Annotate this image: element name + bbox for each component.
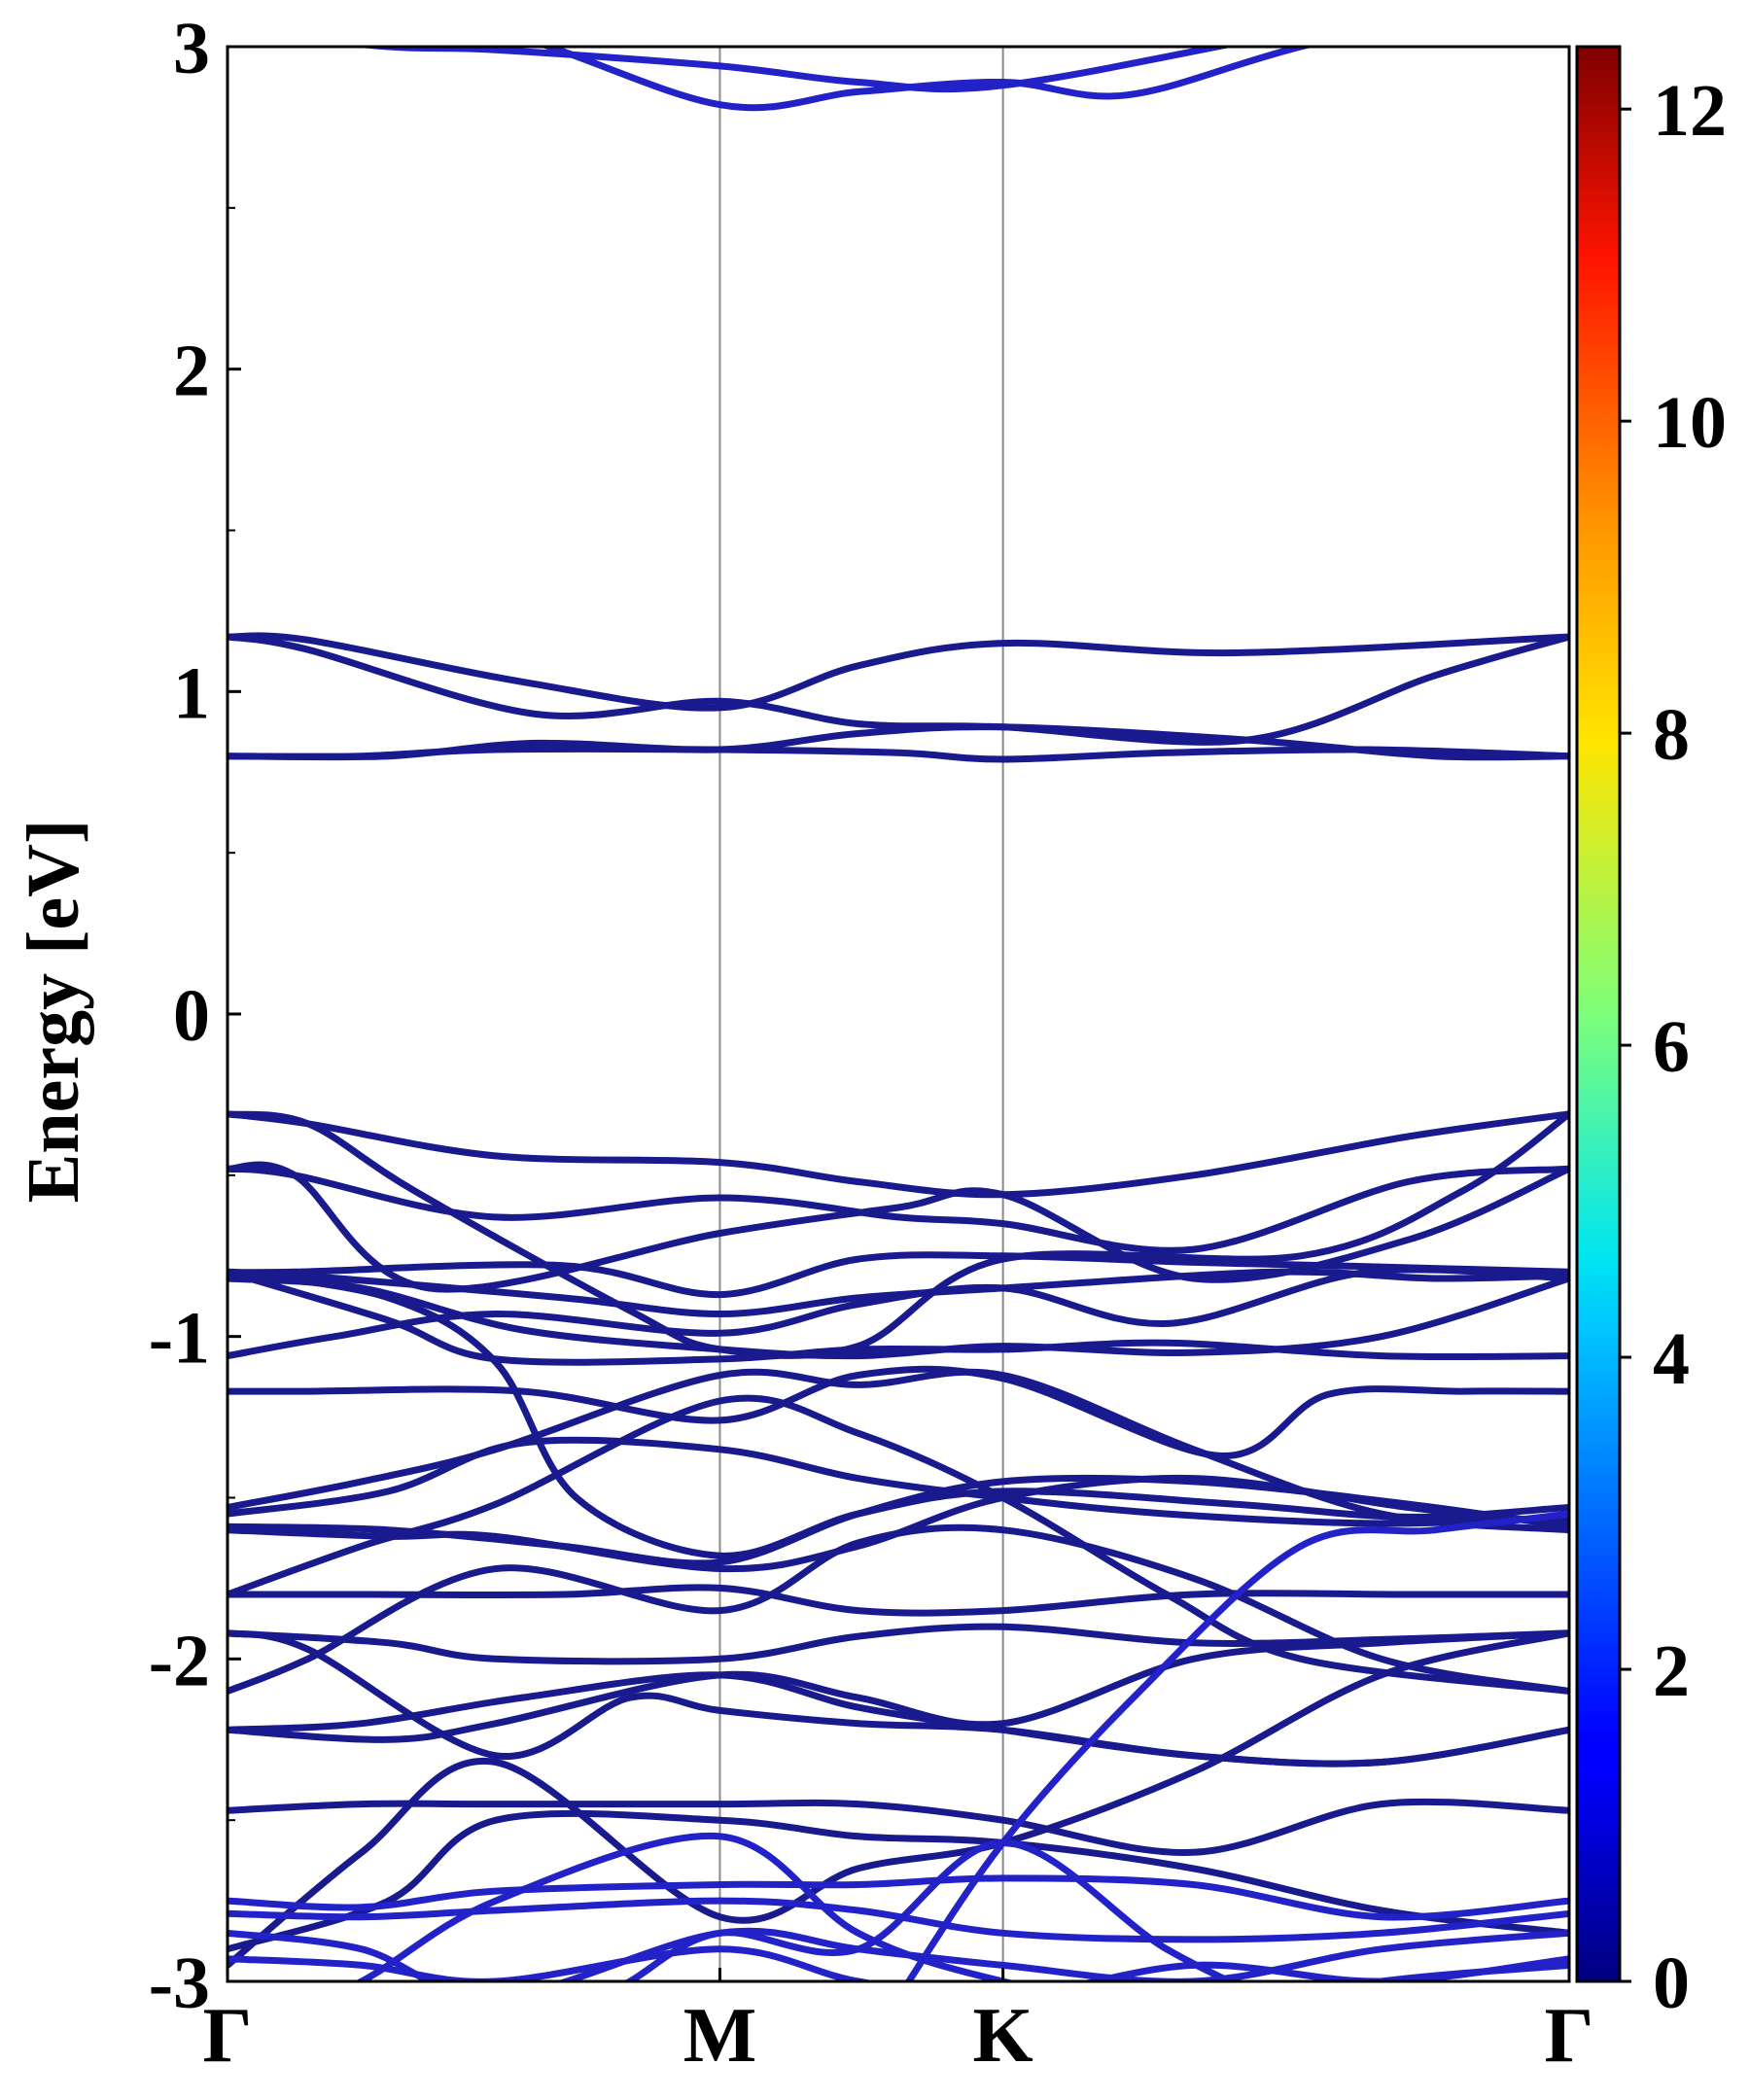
band-line (228, 1275, 1569, 1360)
band-line (228, 633, 1569, 746)
band-line (228, 1584, 1569, 1617)
band-line (228, 1365, 1569, 1459)
band-line (228, 1798, 1569, 1856)
band-line (228, 1629, 1569, 1969)
band-line (228, 1165, 1569, 1254)
band-line (539, 47, 1315, 112)
band-line (228, 1436, 1569, 1527)
colorbar-tick-label: 0 (1653, 1942, 1690, 2024)
high-symmetry-lines (718, 47, 1004, 1981)
colorbar-axis: 0 2 4 6 8 10 12 (1620, 70, 1727, 2024)
y-axis: 3 2 1 0 -1 -2 -3 (149, 8, 241, 2024)
band-line (228, 723, 1569, 761)
y-tick-label: -2 (149, 1620, 210, 1701)
y-tick-label: 2 (173, 331, 210, 412)
band-line (354, 1832, 1569, 1981)
band-line (228, 1629, 1569, 1743)
band-line (228, 1897, 1569, 1943)
y-tick-label: 0 (173, 975, 210, 1057)
bands (228, 47, 1569, 1981)
band-line (228, 1110, 1569, 1199)
colorbar-tick-label: 4 (1653, 1318, 1690, 1400)
colorbar-tick-label: 10 (1653, 382, 1727, 464)
band-line (228, 1671, 1569, 1768)
x-tick-label: M (683, 1993, 757, 2079)
band-line (228, 1268, 1569, 1318)
y-axis-label: Energy [eV] (13, 820, 94, 1204)
y-tick-label: 3 (173, 8, 210, 89)
band-line (228, 1874, 1569, 1921)
band-line (228, 1368, 1569, 1534)
colorbar-tick-label: 2 (1653, 1630, 1690, 1712)
band-line (228, 1161, 1569, 1293)
band-line (349, 47, 1235, 93)
band-line (228, 1809, 1569, 1953)
y-tick-label: -1 (149, 1298, 210, 1380)
x-tick-label: Γ (203, 1993, 253, 2079)
band-line (228, 632, 1569, 712)
band-line (228, 1945, 1569, 1981)
colorbar-tick-label: 8 (1653, 694, 1690, 776)
band-line (228, 1394, 1569, 1695)
y-tick-label: 1 (173, 652, 210, 734)
x-tick-label: K (973, 1993, 1033, 2079)
band-line (228, 1266, 1569, 1360)
x-tick-label: Γ (1545, 1993, 1594, 2079)
band-line (228, 1251, 1569, 1299)
colorbar-tick-label: 6 (1653, 1006, 1690, 1088)
y-tick-label: -3 (149, 1942, 210, 2024)
colorbar (1575, 45, 1622, 1983)
band-line (622, 1838, 1239, 1981)
band-line (228, 1623, 1569, 1665)
band-line (904, 1510, 1569, 1981)
band-line (228, 1268, 1569, 1366)
colorbar-tick-label: 12 (1653, 70, 1727, 152)
plot-frame (226, 45, 1571, 1983)
